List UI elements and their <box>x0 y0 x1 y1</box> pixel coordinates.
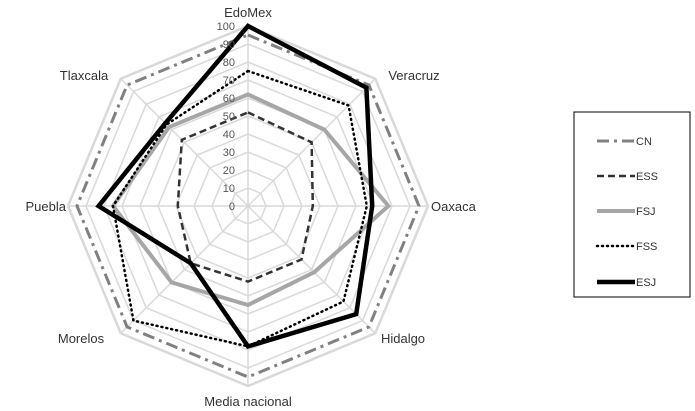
tick-label: 20 <box>223 165 235 177</box>
series-fsj-line <box>110 92 392 308</box>
tick-label: 40 <box>223 129 235 141</box>
series-fss-line <box>111 69 369 348</box>
tick-label: 80 <box>223 57 235 69</box>
legend-label-fss: FSS <box>636 241 657 253</box>
spoke-4 <box>247 205 376 334</box>
tick-label: 70 <box>223 75 235 87</box>
tick-label: 10 <box>223 183 235 195</box>
spoke-6 <box>120 205 249 334</box>
category-label-2: Veracruz <box>388 68 439 83</box>
radar-axes <box>68 26 428 386</box>
tick-label: 90 <box>223 39 235 51</box>
tick-label: 50 <box>223 111 235 123</box>
tick-label: 100 <box>217 21 235 33</box>
category-label-8: Tlaxcala <box>60 68 109 83</box>
series-esj-line <box>95 23 375 350</box>
radar-series <box>75 23 421 379</box>
category-label-7: Puebla <box>26 199 67 214</box>
tick-label: 0 <box>229 201 235 213</box>
category-label-5: Media nacional <box>204 394 292 409</box>
legend-label-cn: CN <box>636 136 652 148</box>
category-label-6: Morelos <box>58 331 105 346</box>
legend-label-fsj: FSJ <box>636 206 656 218</box>
legend-label-esj: ESJ <box>636 277 656 289</box>
category-label-1: EdoMex <box>224 5 272 20</box>
category-label-3: Oaxaca <box>431 199 477 214</box>
legend-box <box>573 111 691 298</box>
series-ess-line <box>176 111 315 283</box>
tick-label: 30 <box>223 147 235 159</box>
radar-tick-labels: 0 10 20 30 40 50 60 70 80 90 100 <box>217 21 235 213</box>
tick-label: 60 <box>223 93 235 105</box>
legend-label-ess: ESS <box>636 171 658 183</box>
legend: CN ESS FSJ FSS ESJ <box>573 111 691 298</box>
spoke-8 <box>120 78 249 207</box>
radar-category-labels: EdoMex Veracruz Oaxaca Hidalgo Media naciona… <box>26 5 477 409</box>
category-label-4: Hidalgo <box>381 331 425 346</box>
